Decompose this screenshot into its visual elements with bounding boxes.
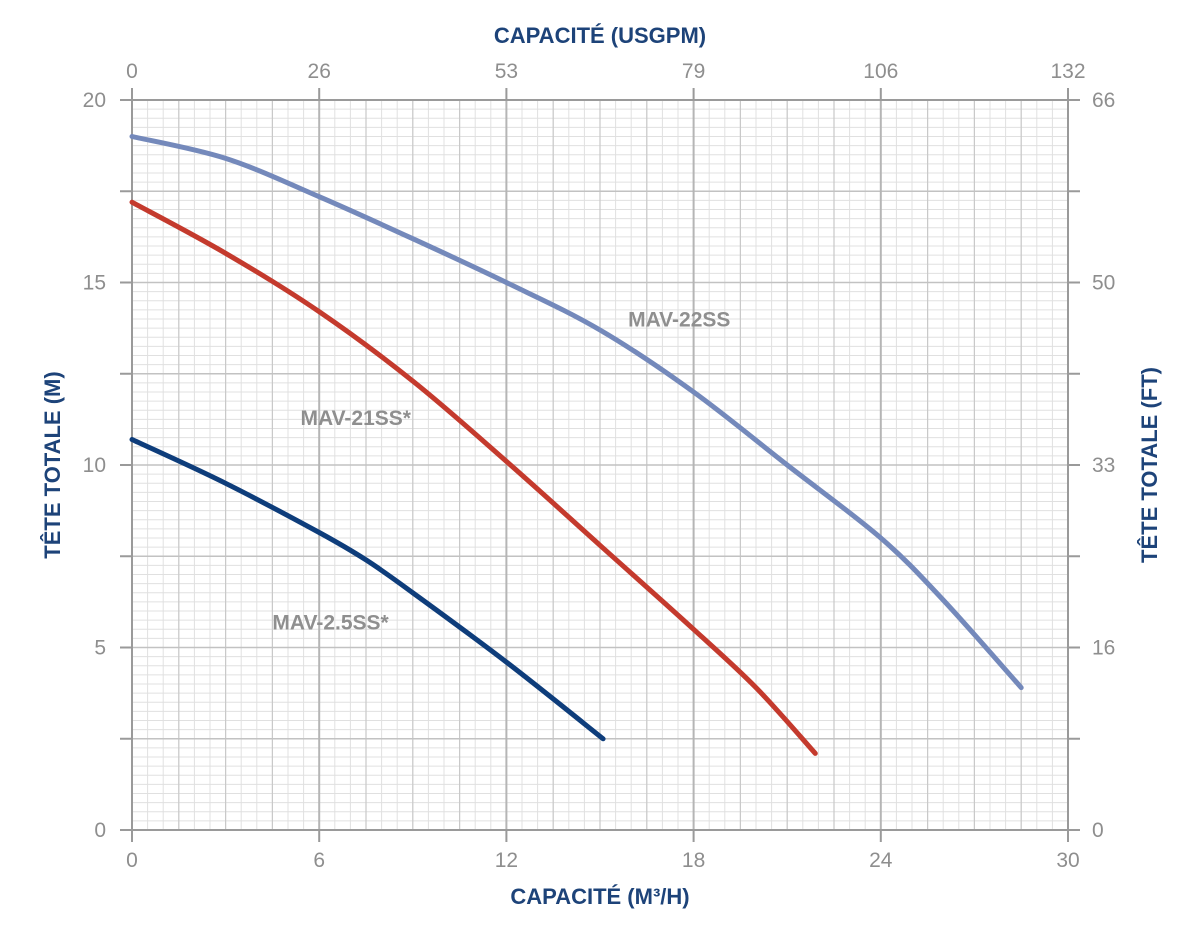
x-tick-label-top: 53 — [495, 60, 518, 83]
x-axis-title-bottom: CAPACITÉ (M³/H) — [510, 884, 689, 909]
x-tick-label-top: 26 — [308, 60, 331, 83]
series-label-1: MAV-21SS* — [300, 407, 411, 430]
chart-labels: 0 6 12 18 24 30 0 26 53 79 106 132 0 5 10 15 20 0 16 33 50 66… — [40, 23, 1162, 909]
y-tick-label-right: 50 — [1092, 272, 1115, 295]
x-tick-label-bottom: 24 — [869, 849, 893, 872]
x-tick-label-bottom: 18 — [682, 849, 705, 872]
x-tick-label-bottom: 0 — [126, 849, 138, 872]
y-tick-label-left: 5 — [94, 637, 106, 660]
y-tick-label-left: 20 — [83, 89, 106, 112]
x-tick-label-bottom: 12 — [495, 849, 518, 872]
x-tick-label-top: 79 — [682, 60, 705, 83]
x-tick-label-top: 0 — [126, 60, 138, 83]
y-tick-label-left: 10 — [83, 454, 106, 477]
series-label-0: MAV-22SS — [628, 308, 730, 331]
y-tick-label-right: 33 — [1092, 454, 1115, 477]
y-tick-label-right: 16 — [1092, 637, 1115, 660]
x-tick-label-top: 106 — [863, 60, 898, 83]
x-tick-label-bottom: 30 — [1056, 849, 1079, 872]
y-axis-title-left: TÊTE TOTALE (M) — [40, 371, 65, 558]
y-axis-title-right: TÊTE TOTALE (FT) — [1137, 367, 1162, 563]
x-tick-label-top: 132 — [1050, 60, 1085, 83]
series-line-1 — [129, 199, 818, 756]
chart-axes — [120, 88, 1080, 842]
y-tick-label-left: 0 — [94, 819, 106, 842]
chart-grid — [131, 99, 1069, 831]
series-line-2 — [129, 437, 606, 742]
y-tick-label-right: 0 — [1092, 819, 1104, 842]
series-line-0 — [129, 134, 1024, 691]
y-tick-label-right: 66 — [1092, 89, 1115, 112]
x-tick-label-bottom: 6 — [313, 849, 325, 872]
y-tick-label-left: 15 — [83, 272, 106, 295]
series-label-2: MAV-2.5SS* — [272, 611, 389, 634]
chart-series — [129, 134, 1024, 756]
x-axis-title-top: CAPACITÉ (USGPM) — [494, 23, 706, 48]
